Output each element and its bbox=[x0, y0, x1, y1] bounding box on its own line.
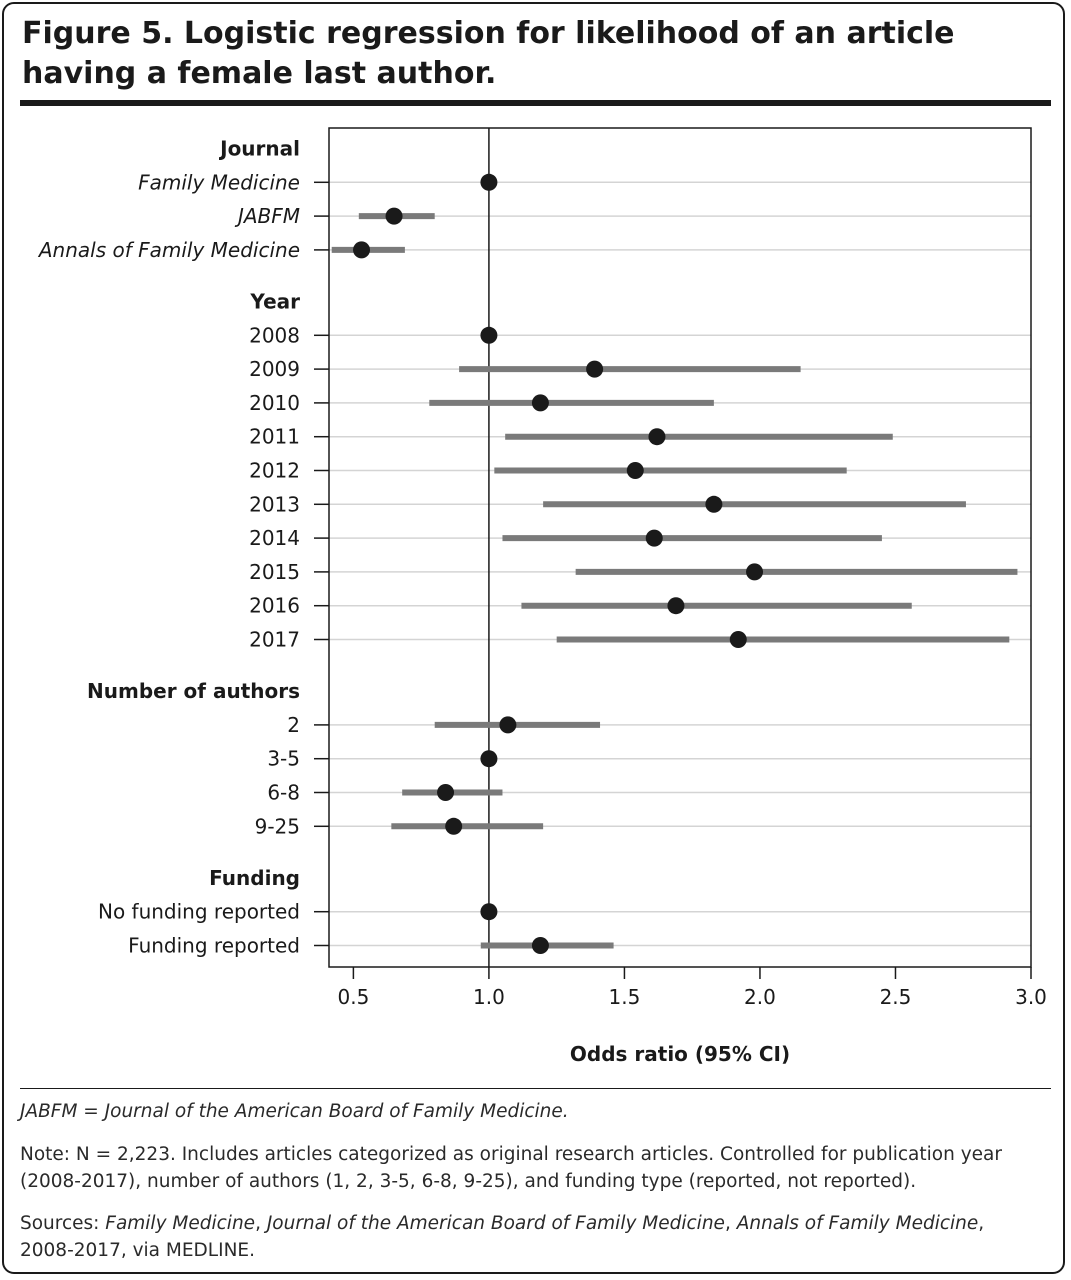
odds-ratio-point bbox=[746, 563, 764, 581]
odds-ratio-point bbox=[586, 360, 604, 378]
title-divider bbox=[20, 100, 1051, 106]
row-label: 2017 bbox=[249, 628, 300, 652]
group-header: Year bbox=[249, 290, 300, 314]
sources-sep-2: , bbox=[724, 1213, 737, 1234]
odds-ratio-point bbox=[480, 903, 498, 921]
odds-ratio-point bbox=[531, 937, 549, 954]
sources-suffix: , 2008-2017, via MEDLINE. bbox=[20, 1213, 985, 1261]
row-label: 2016 bbox=[249, 594, 300, 618]
sources-annals: Annals of Family Medicine bbox=[736, 1213, 979, 1234]
row-label: 3-5 bbox=[267, 747, 300, 771]
row-label: 6-8 bbox=[267, 781, 300, 805]
x-tick-label: 1.0 bbox=[473, 985, 505, 1009]
footnote-divider bbox=[20, 1088, 1051, 1089]
sources-family-medicine: Family Medicine bbox=[105, 1213, 256, 1234]
odds-ratio-point bbox=[480, 750, 498, 768]
x-tick-label: 1.5 bbox=[609, 985, 641, 1009]
row-label: Family Medicine bbox=[138, 170, 300, 194]
x-tick-label: 3.0 bbox=[1015, 985, 1047, 1009]
row-label: 9-25 bbox=[255, 814, 300, 838]
row-label: No funding reported bbox=[98, 900, 300, 924]
sources-note: Sources: Family Medicine, Journal of the… bbox=[20, 1210, 1040, 1264]
odds-ratio-point bbox=[729, 631, 747, 648]
odds-ratio-point bbox=[353, 241, 371, 259]
sources-prefix: Sources: bbox=[20, 1213, 106, 1234]
forest-plot: Journal Family Medicine JABFM Annals of Fam… bbox=[37, 127, 1047, 1066]
abbreviation-note: JABFM = Journal of the American Board of… bbox=[20, 1101, 569, 1122]
row-label: Annals of Family Medicine bbox=[37, 238, 300, 262]
row-label: 2015 bbox=[249, 560, 300, 584]
x-tick-label: 2.5 bbox=[880, 985, 912, 1009]
group-header: Journal bbox=[218, 137, 300, 161]
row-label: 2012 bbox=[249, 459, 300, 483]
group-header: Funding bbox=[209, 866, 300, 890]
row-label: 2013 bbox=[249, 492, 300, 516]
odds-ratio-point bbox=[531, 394, 549, 412]
odds-ratio-point bbox=[645, 529, 663, 547]
sources-jabfm: Journal of the American Board of Family … bbox=[266, 1213, 725, 1234]
odds-ratio-point bbox=[705, 495, 723, 513]
row-label: 2009 bbox=[249, 357, 300, 381]
odds-ratio-point bbox=[437, 784, 455, 801]
figure-title: Figure 5. Logistic regression for likeli… bbox=[22, 16, 955, 91]
group-header: Number of authors bbox=[87, 679, 300, 703]
row-label: Funding reported bbox=[128, 934, 300, 958]
odds-ratio-point bbox=[667, 597, 685, 615]
row-label: JABFM bbox=[234, 204, 300, 228]
odds-ratio-point bbox=[626, 462, 644, 479]
row-label: 2010 bbox=[249, 391, 300, 415]
x-tick-label: 0.5 bbox=[337, 985, 369, 1009]
odds-ratio-point bbox=[445, 817, 463, 835]
x-axis-label: Odds ratio (95% CI) bbox=[570, 1042, 790, 1066]
row-label: 2008 bbox=[249, 323, 300, 347]
row-label: 2011 bbox=[249, 425, 300, 449]
odds-ratio-point bbox=[385, 207, 403, 225]
x-tick-label: 2.0 bbox=[744, 985, 776, 1009]
odds-ratio-point bbox=[480, 173, 498, 191]
method-note: Note: N = 2,223. Includes articles categ… bbox=[20, 1144, 1002, 1192]
odds-ratio-point bbox=[499, 716, 517, 734]
sources-sep-1: , bbox=[255, 1213, 267, 1234]
plot-frame bbox=[328, 127, 1032, 968]
row-label: 2014 bbox=[249, 526, 300, 550]
odds-ratio-point bbox=[648, 428, 666, 446]
odds-ratio-point bbox=[480, 326, 498, 344]
row-label: 2 bbox=[287, 713, 300, 737]
